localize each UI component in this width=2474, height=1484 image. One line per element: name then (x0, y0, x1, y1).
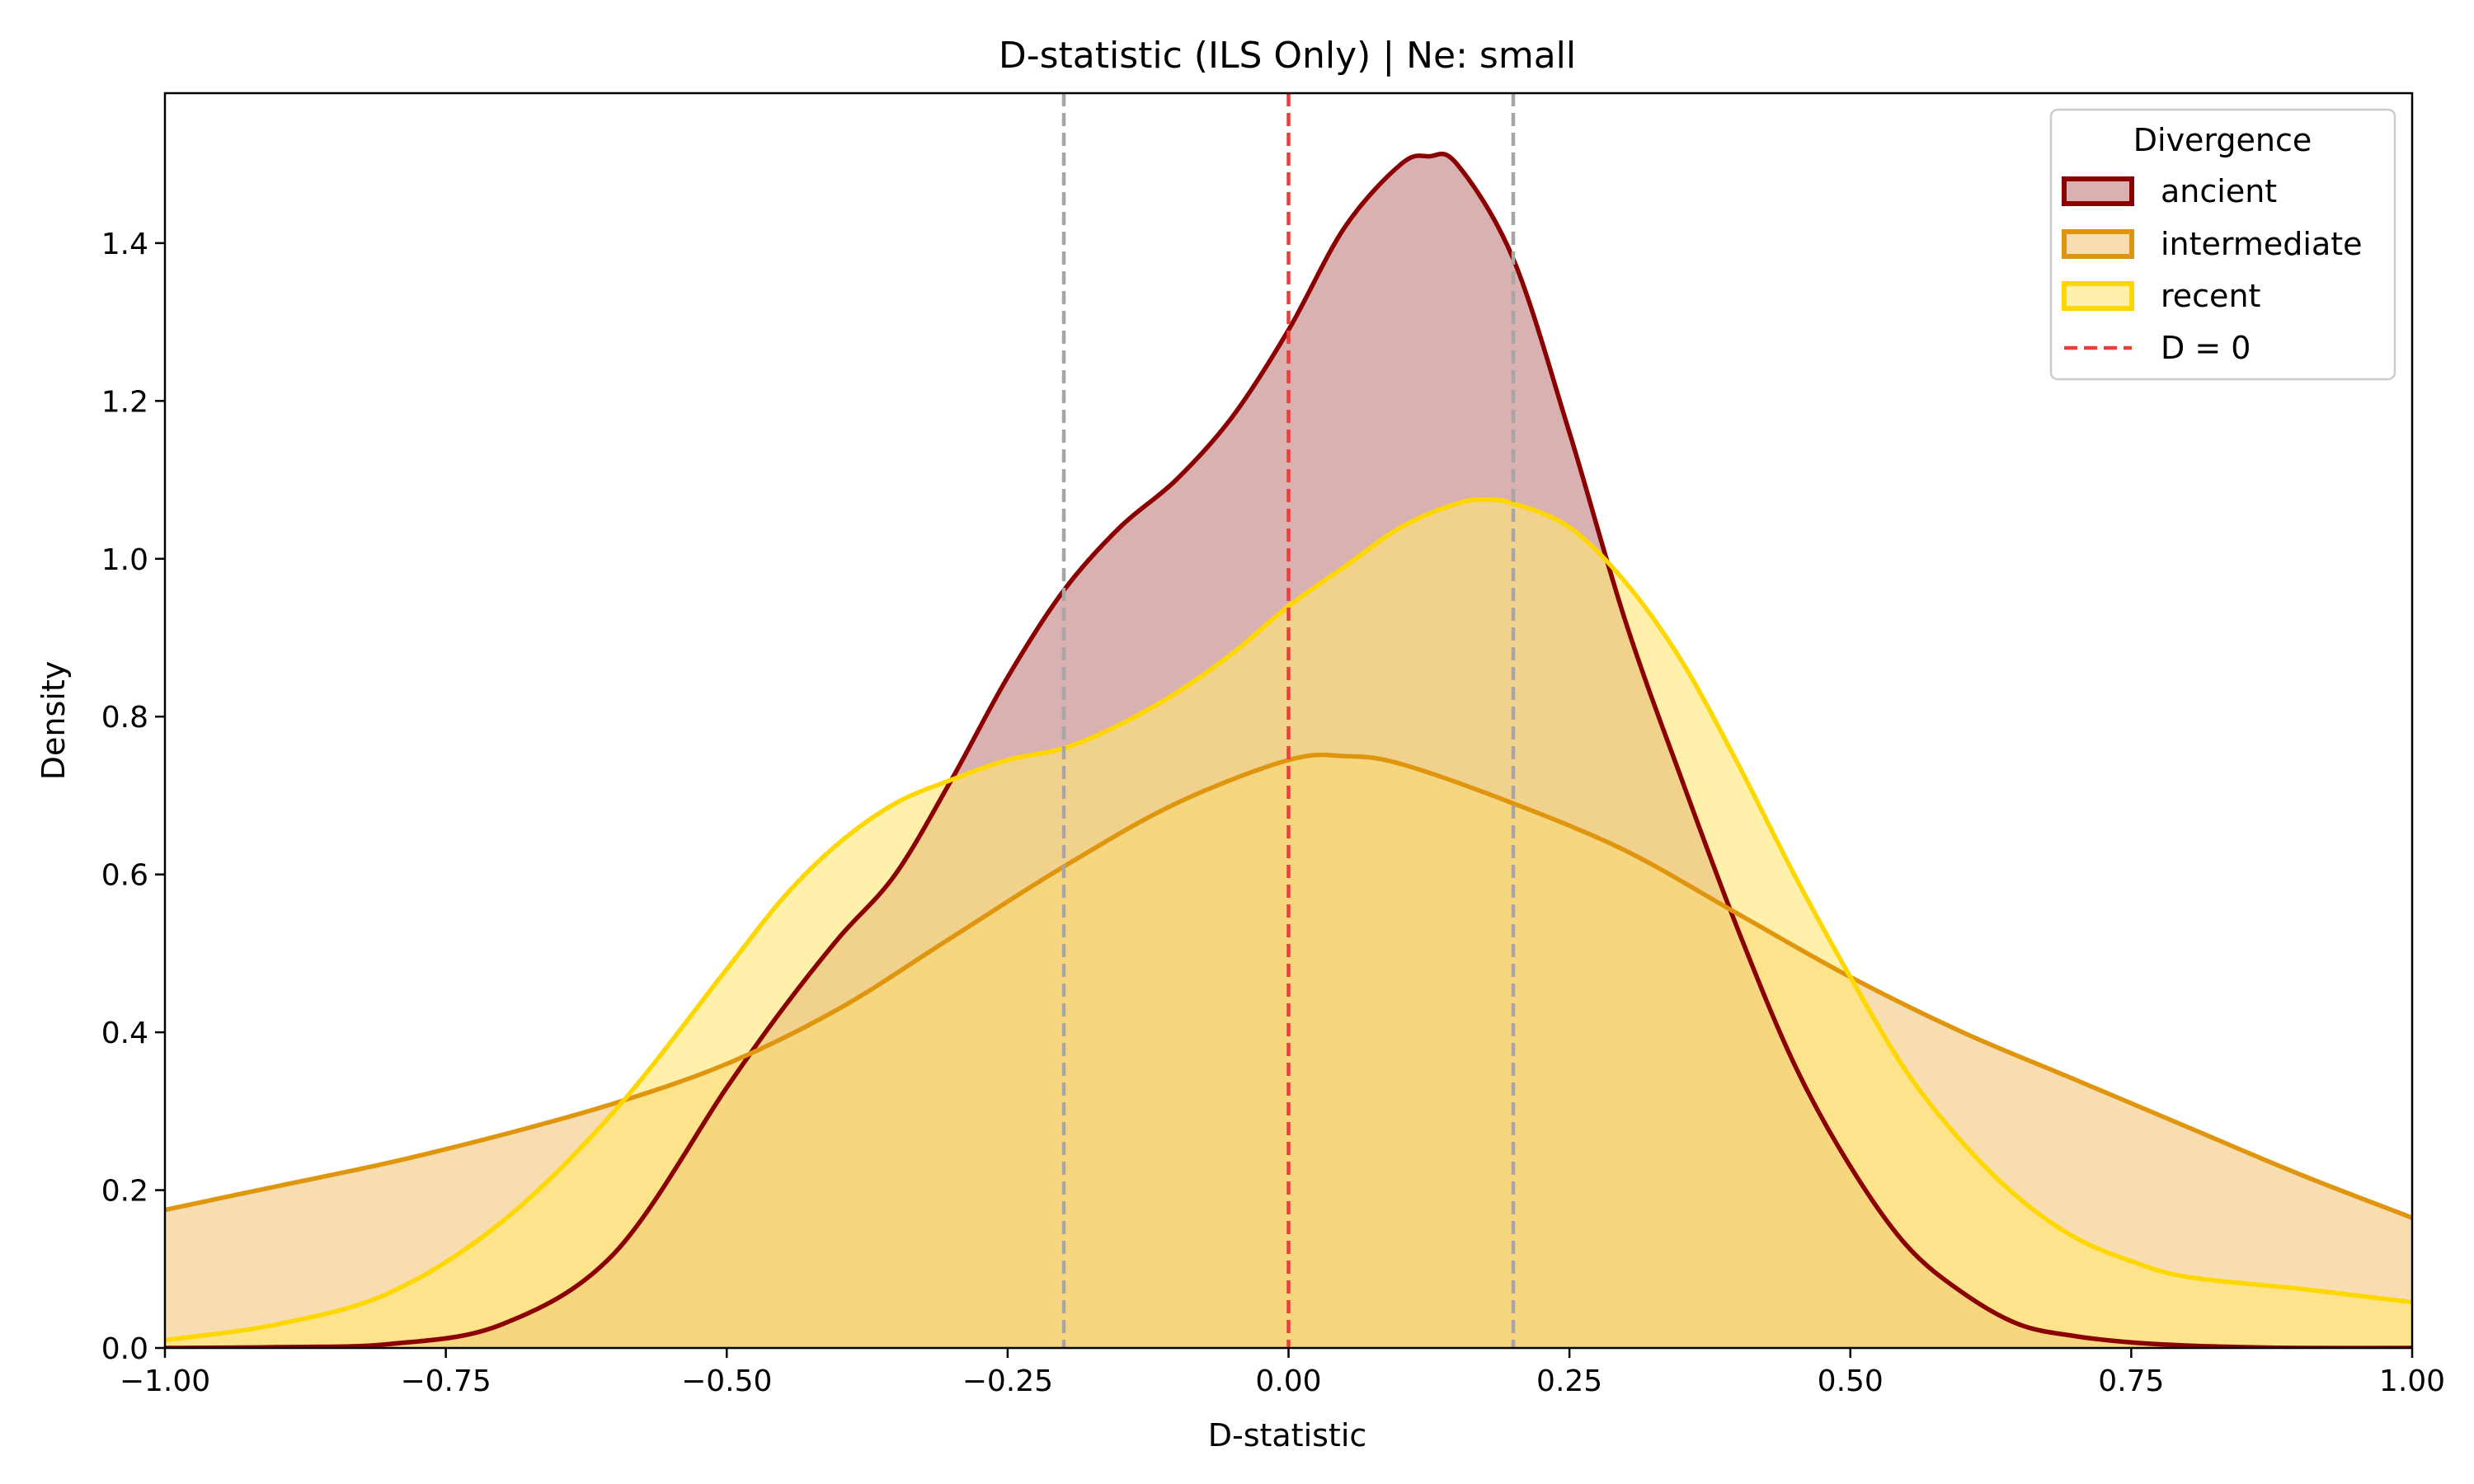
x-tick-label: 1.00 (2379, 1364, 2445, 1398)
y-tick-label: 0.6 (101, 859, 148, 893)
y-tick-label: 0.8 (101, 701, 148, 735)
legend-label-intermediate: intermediate (2161, 226, 2363, 262)
legend-label-reference: D = 0 (2161, 330, 2251, 366)
y-tick-label: 0.0 (101, 1332, 148, 1366)
x-tick-label: −0.75 (400, 1364, 491, 1398)
density-area-recent (165, 499, 2412, 1348)
y-tick-label: 1.4 (101, 228, 148, 261)
x-tick-label: −0.25 (962, 1364, 1053, 1398)
legend: Divergence ancient intermediate recent D = … (2049, 108, 2396, 381)
legend-box (2049, 108, 2396, 381)
density-line-ancient (165, 151, 2412, 1348)
x-tick-label: −1.00 (120, 1364, 210, 1398)
x-tick-label: 0.25 (1536, 1364, 1602, 1398)
x-tick-label: −0.50 (681, 1364, 772, 1398)
y-tick-label: 0.2 (101, 1175, 148, 1209)
legend-swatch-intermediate (2062, 229, 2134, 259)
legend-label-ancient: ancient (2161, 173, 2277, 209)
legend-swatch-recent (2062, 281, 2134, 311)
y-tick-label: 0.4 (101, 1017, 148, 1050)
x-axis: −1.00 −0.75 −0.50 −0.25 0.00 0.25 0.50 0.75 1.00 (120, 1348, 2445, 1398)
density-line-intermediate (165, 752, 2412, 1220)
x-tick-label: 0.00 (1255, 1364, 1321, 1398)
x-tick-label: 0.50 (1818, 1364, 1884, 1398)
y-axis-label: Density (35, 661, 72, 780)
legend-swatch-ancient (2062, 176, 2134, 206)
legend-items: ancient intermediate recent D = 0 (2062, 173, 2363, 366)
density-line-recent (165, 497, 2412, 1343)
x-axis-label: D-statistic (1208, 1417, 1367, 1453)
legend-label-recent: recent (2161, 278, 2260, 314)
y-tick-label: 1.2 (101, 385, 148, 419)
legend-title: Divergence (2133, 122, 2312, 158)
x-tick-label: 0.75 (2098, 1364, 2164, 1398)
chart-title: D-statistic (ILS Only) | Ne: small (999, 35, 1576, 77)
y-axis: 0.0 0.2 0.4 0.6 0.8 1.0 1.2 1.4 (101, 228, 165, 1366)
y-tick-label: 1.0 (101, 543, 148, 577)
plot-area (165, 93, 2412, 1348)
